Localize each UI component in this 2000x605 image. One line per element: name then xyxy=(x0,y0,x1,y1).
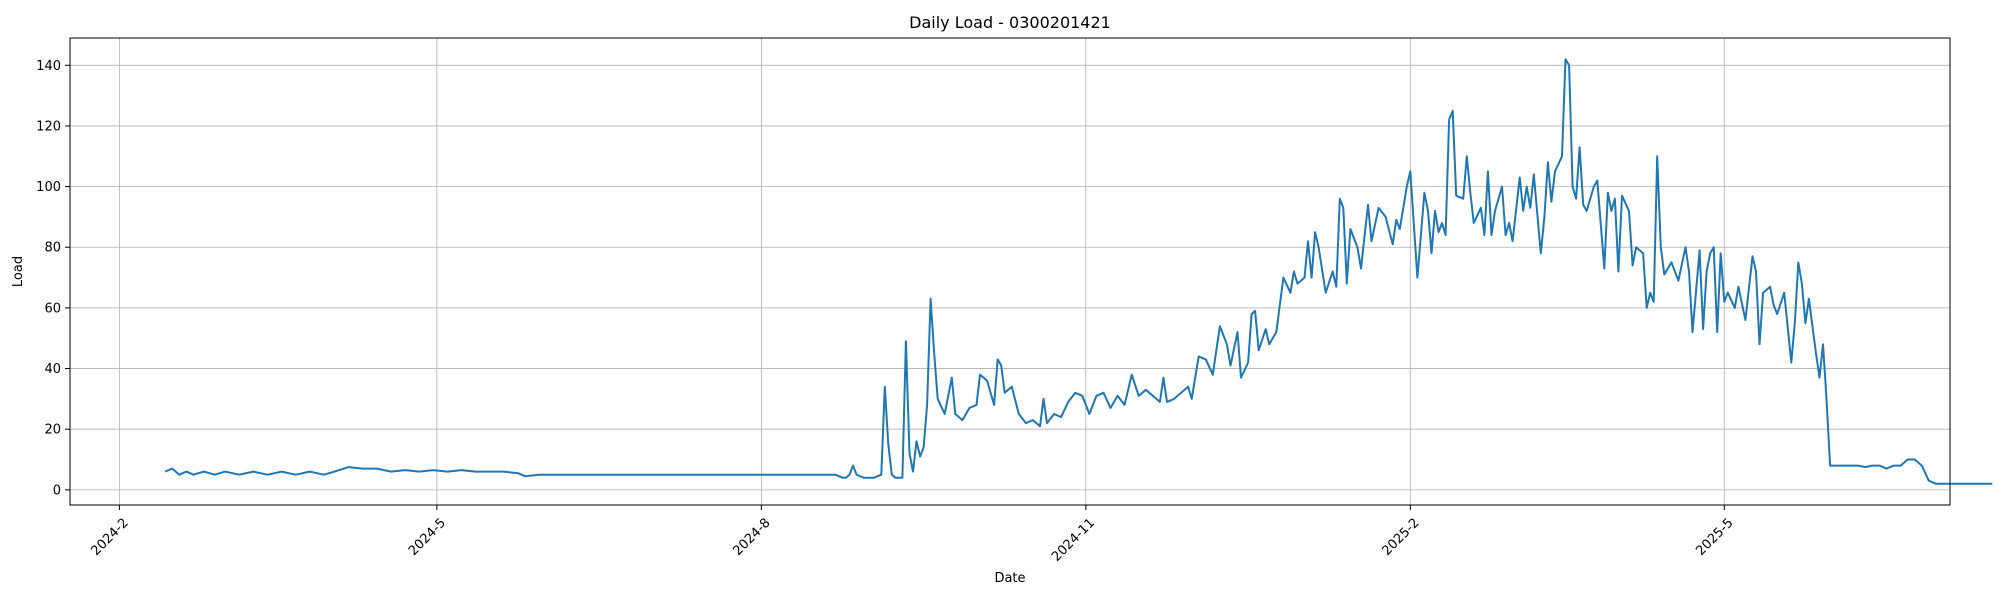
series-layer xyxy=(164,58,1993,485)
y-tick-label: 80 xyxy=(44,241,61,256)
y-tick-label: 0 xyxy=(53,483,61,498)
grid xyxy=(70,38,1950,505)
y-tick-label: 60 xyxy=(44,301,61,316)
y-axis-label: Load xyxy=(11,256,26,287)
plot-frame xyxy=(69,37,1951,506)
y-tick-label: 140 xyxy=(36,59,61,74)
y-tick-label: 120 xyxy=(36,119,61,134)
y-tick-label: 40 xyxy=(44,362,61,377)
series-line-0 xyxy=(164,58,1993,485)
x-axis-label: Date xyxy=(994,571,1025,586)
y-tick-label: 20 xyxy=(44,423,61,438)
y-tick-label: 100 xyxy=(36,180,61,195)
chart-title: Daily Load - 0300201421 xyxy=(909,13,1111,32)
